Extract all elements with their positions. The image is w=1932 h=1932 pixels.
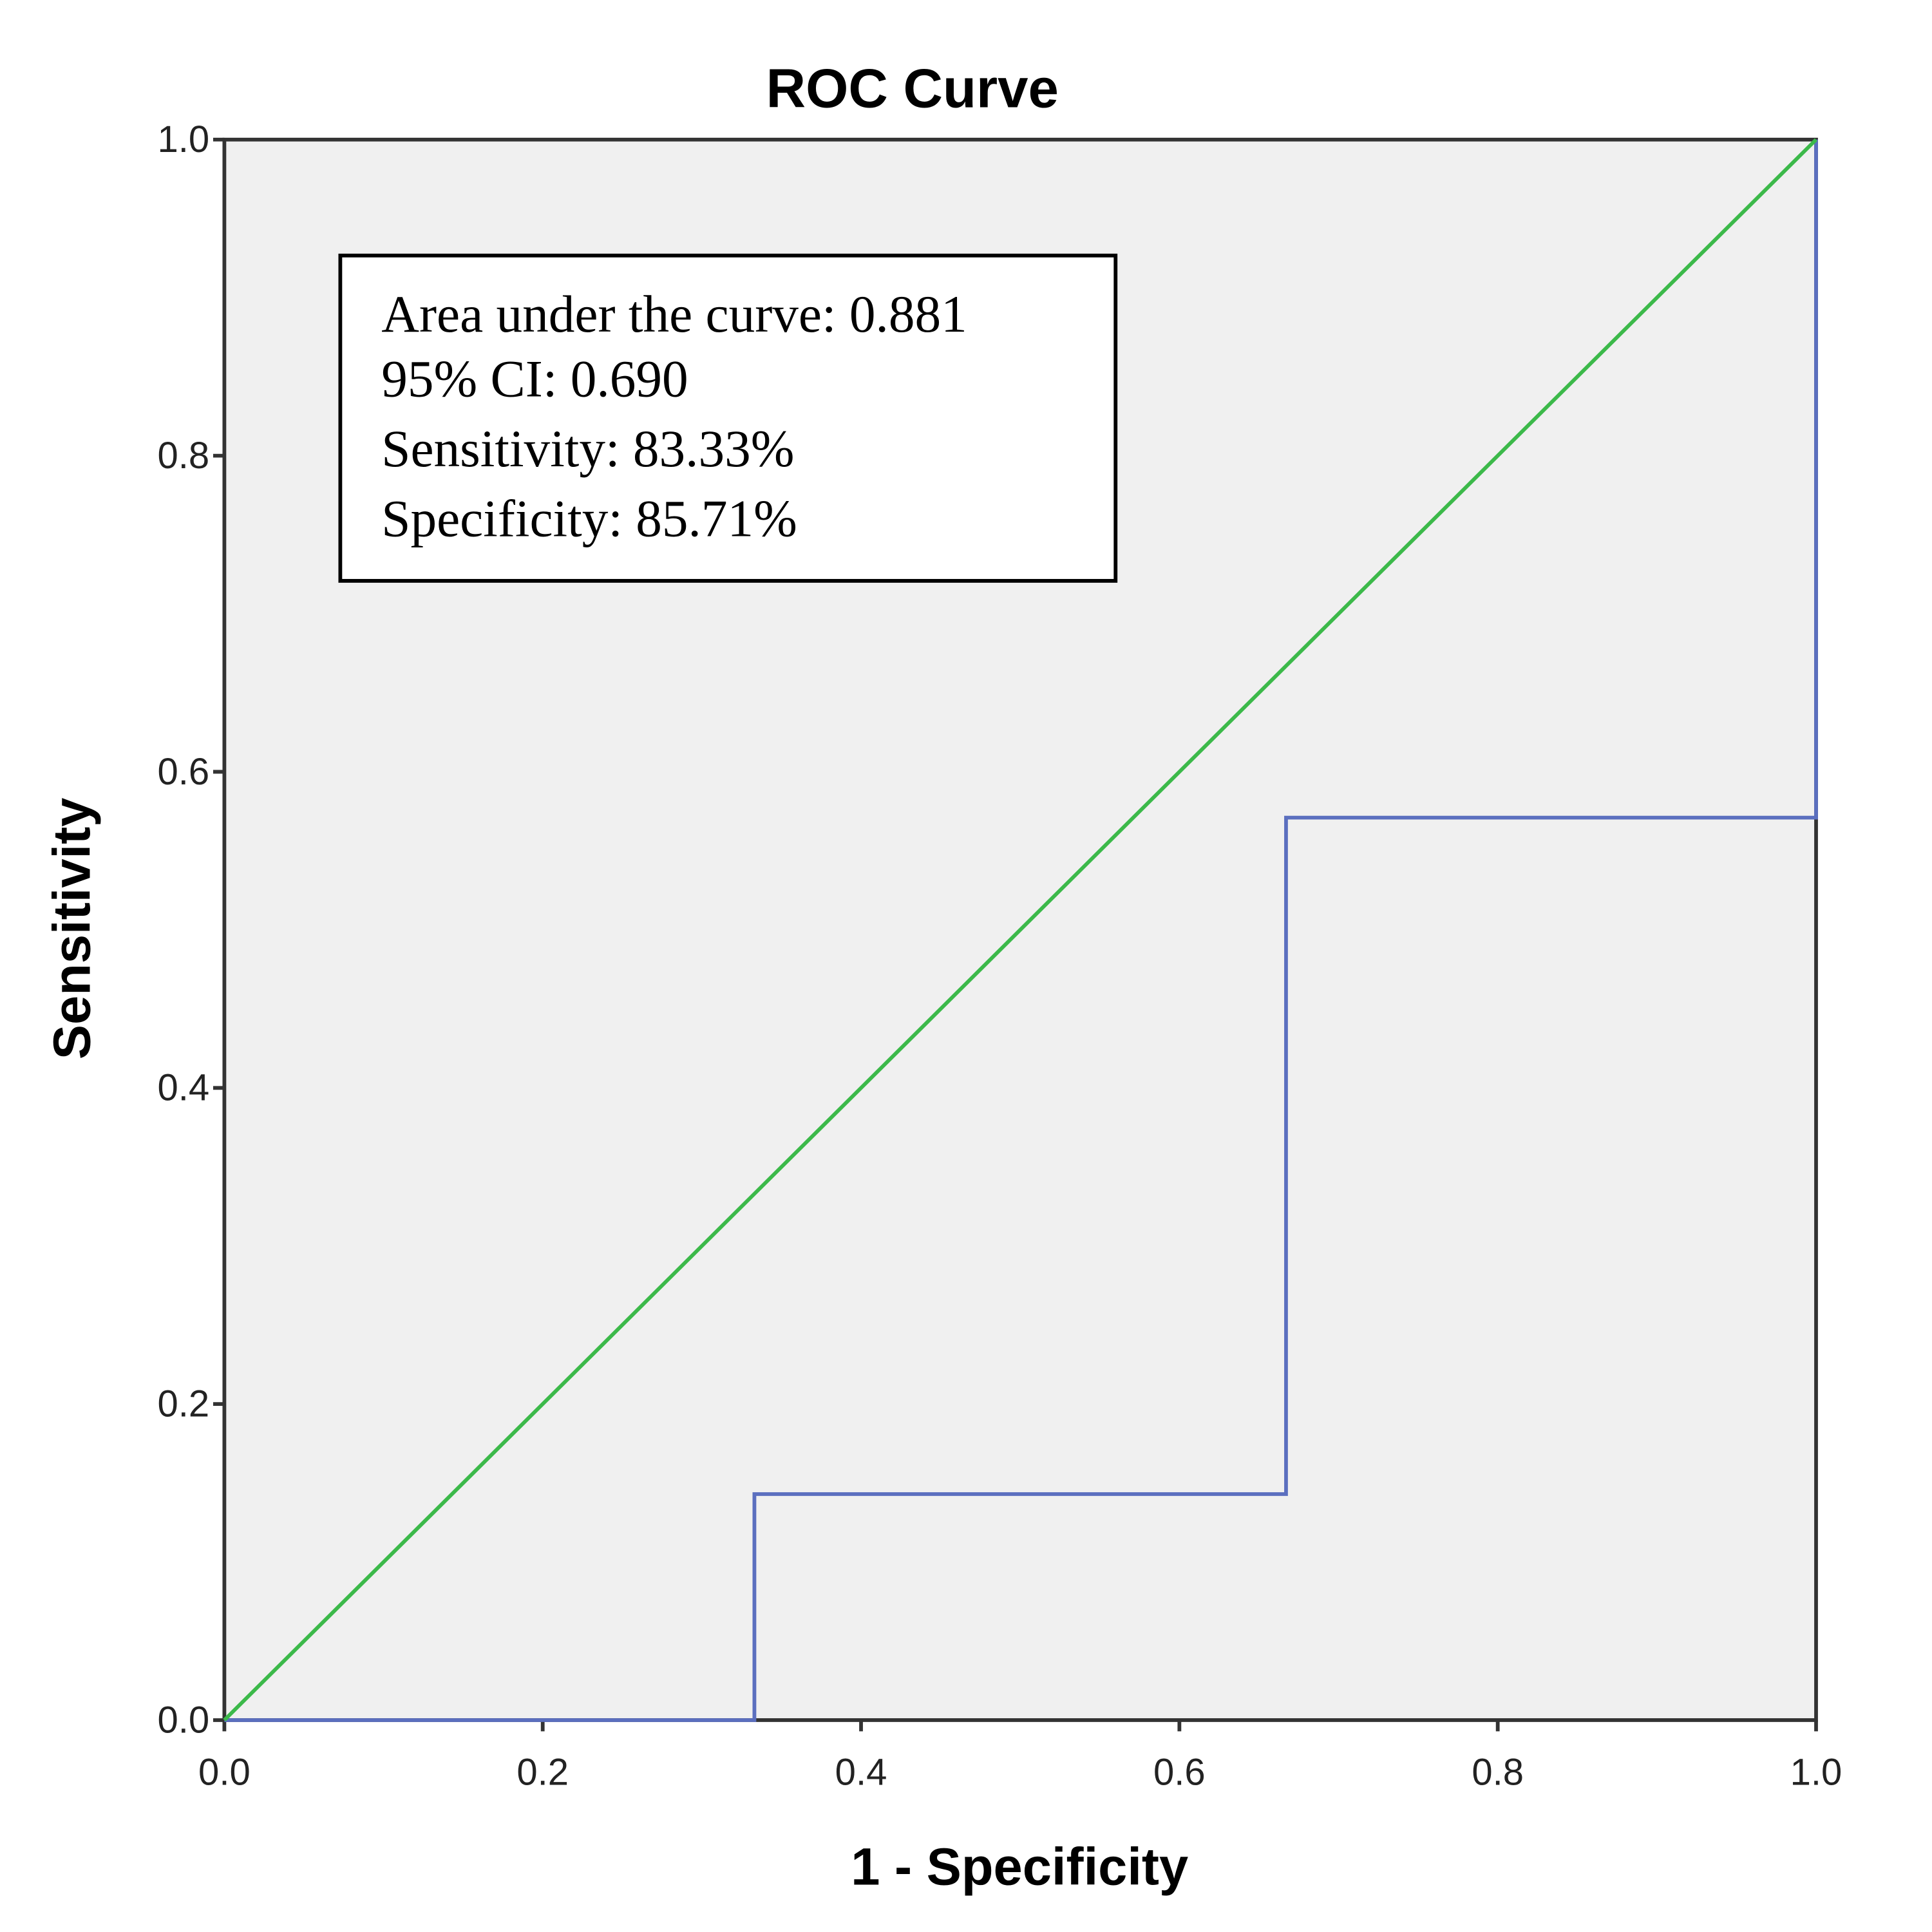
y-tick-label: 0.8 — [157, 435, 209, 477]
x-tick-label: 0.4 — [835, 1752, 887, 1794]
x-tick-label: 0.8 — [1472, 1752, 1524, 1794]
x-tick-label: 0.2 — [516, 1752, 569, 1794]
y-axis-title: Sensitivity — [43, 798, 101, 1060]
x-axis: 0.0 0.2 0.4 0.6 0.8 1.0 — [198, 1719, 1842, 1794]
annotation-sensitivity: Sensitivity: 83.33% — [381, 420, 794, 478]
x-axis-title: 1 - Specificity — [851, 1837, 1188, 1896]
y-tick-label: 1.0 — [157, 118, 209, 160]
annotation-auc: Area under the curve: 0.881 — [381, 285, 967, 343]
annotation-box: Area under the curve: 0.881 95% CI: 0.69… — [338, 253, 1118, 583]
annotation-frame — [338, 253, 1118, 583]
y-tick-label: 0.6 — [157, 751, 209, 793]
y-tick-label: 0.4 — [157, 1067, 209, 1109]
x-tick-label: 1.0 — [1790, 1752, 1842, 1794]
chart-title: ROC Curve — [766, 58, 1059, 119]
y-tick-label: 0.0 — [157, 1699, 209, 1741]
y-axis: 0.0 0.2 0.4 0.6 0.8 1.0 — [157, 118, 225, 1741]
x-tick-label: 0.0 — [198, 1752, 251, 1794]
reference-diagonal-line — [223, 138, 1818, 1722]
annotation-specificity: Specificity: 85.71% — [381, 489, 797, 547]
y-tick-label: 0.2 — [157, 1383, 209, 1425]
x-tick-label: 0.6 — [1153, 1752, 1206, 1794]
roc-curve-line — [224, 139, 1818, 1722]
series-group — [223, 138, 1818, 1722]
annotation-ci: 95% CI: 0.690 — [381, 350, 688, 408]
